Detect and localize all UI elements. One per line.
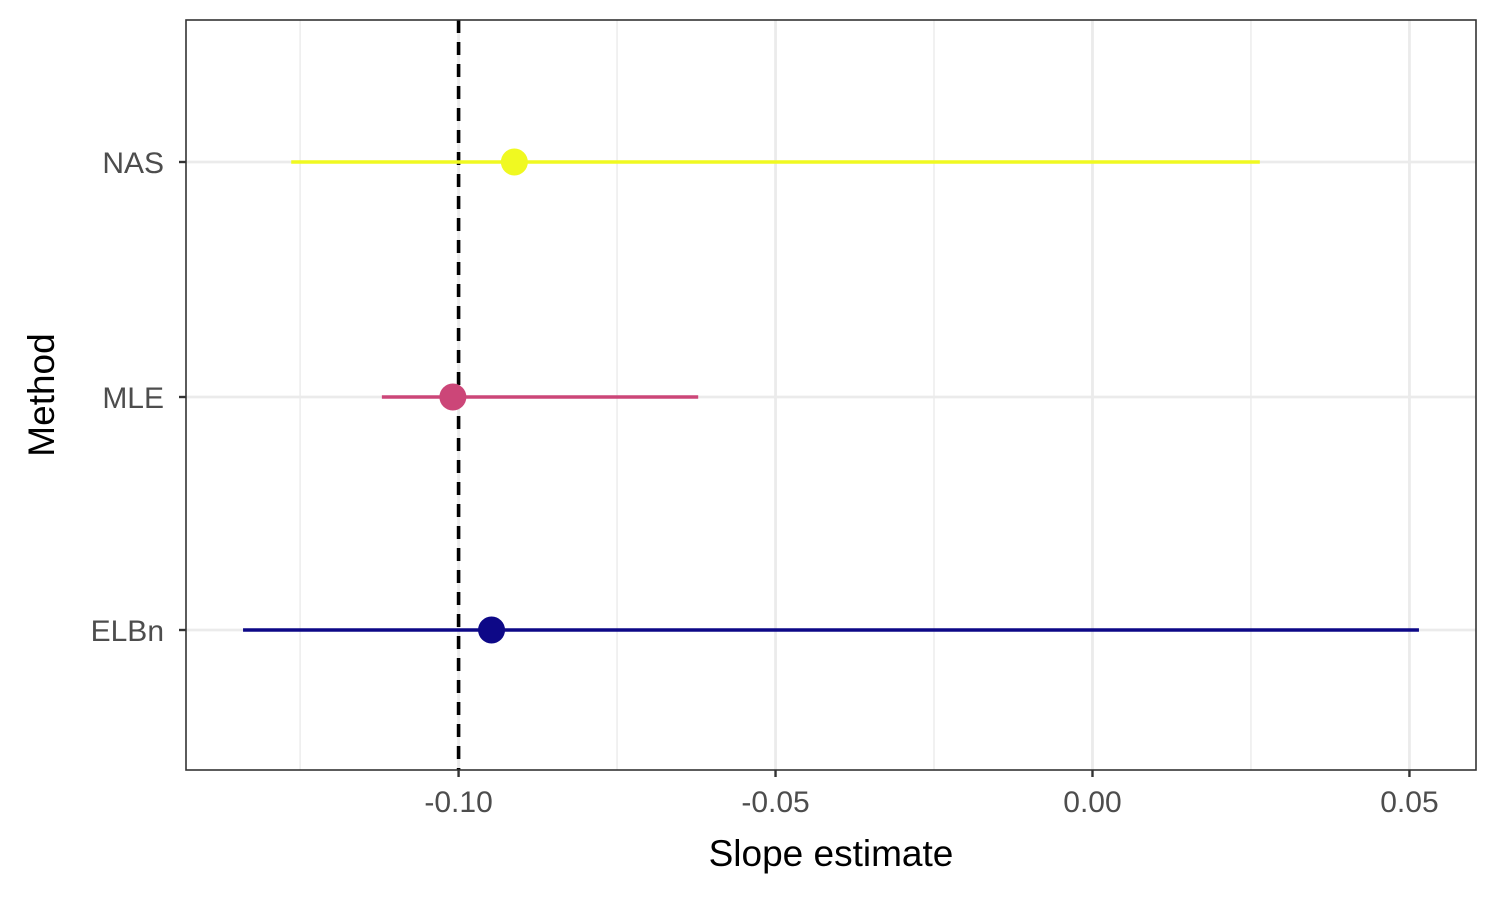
x-axis: -0.10 -0.05 0.00 0.05 xyxy=(424,770,1439,819)
estimate-point-nas xyxy=(500,148,528,176)
y-axis: ELBn MLE NAS xyxy=(91,147,186,648)
x-axis-title: Slope estimate xyxy=(709,833,954,874)
y-tick-label: MLE xyxy=(102,382,164,415)
x-tick-label: 0.00 xyxy=(1063,786,1121,819)
estimate-point-mle xyxy=(439,383,467,411)
panel-border xyxy=(185,19,1477,771)
y-tick-label: NAS xyxy=(102,147,164,180)
y-tick-label: ELBn xyxy=(91,615,164,648)
minor-gridlines xyxy=(299,20,1252,770)
data-layer xyxy=(243,148,1419,644)
x-tick-label: 0.05 xyxy=(1380,786,1438,819)
x-tick-label: -0.05 xyxy=(741,786,809,819)
estimate-point-elbn xyxy=(478,616,506,644)
x-tick-label: -0.10 xyxy=(424,786,492,819)
y-axis-title: Method xyxy=(21,333,62,456)
